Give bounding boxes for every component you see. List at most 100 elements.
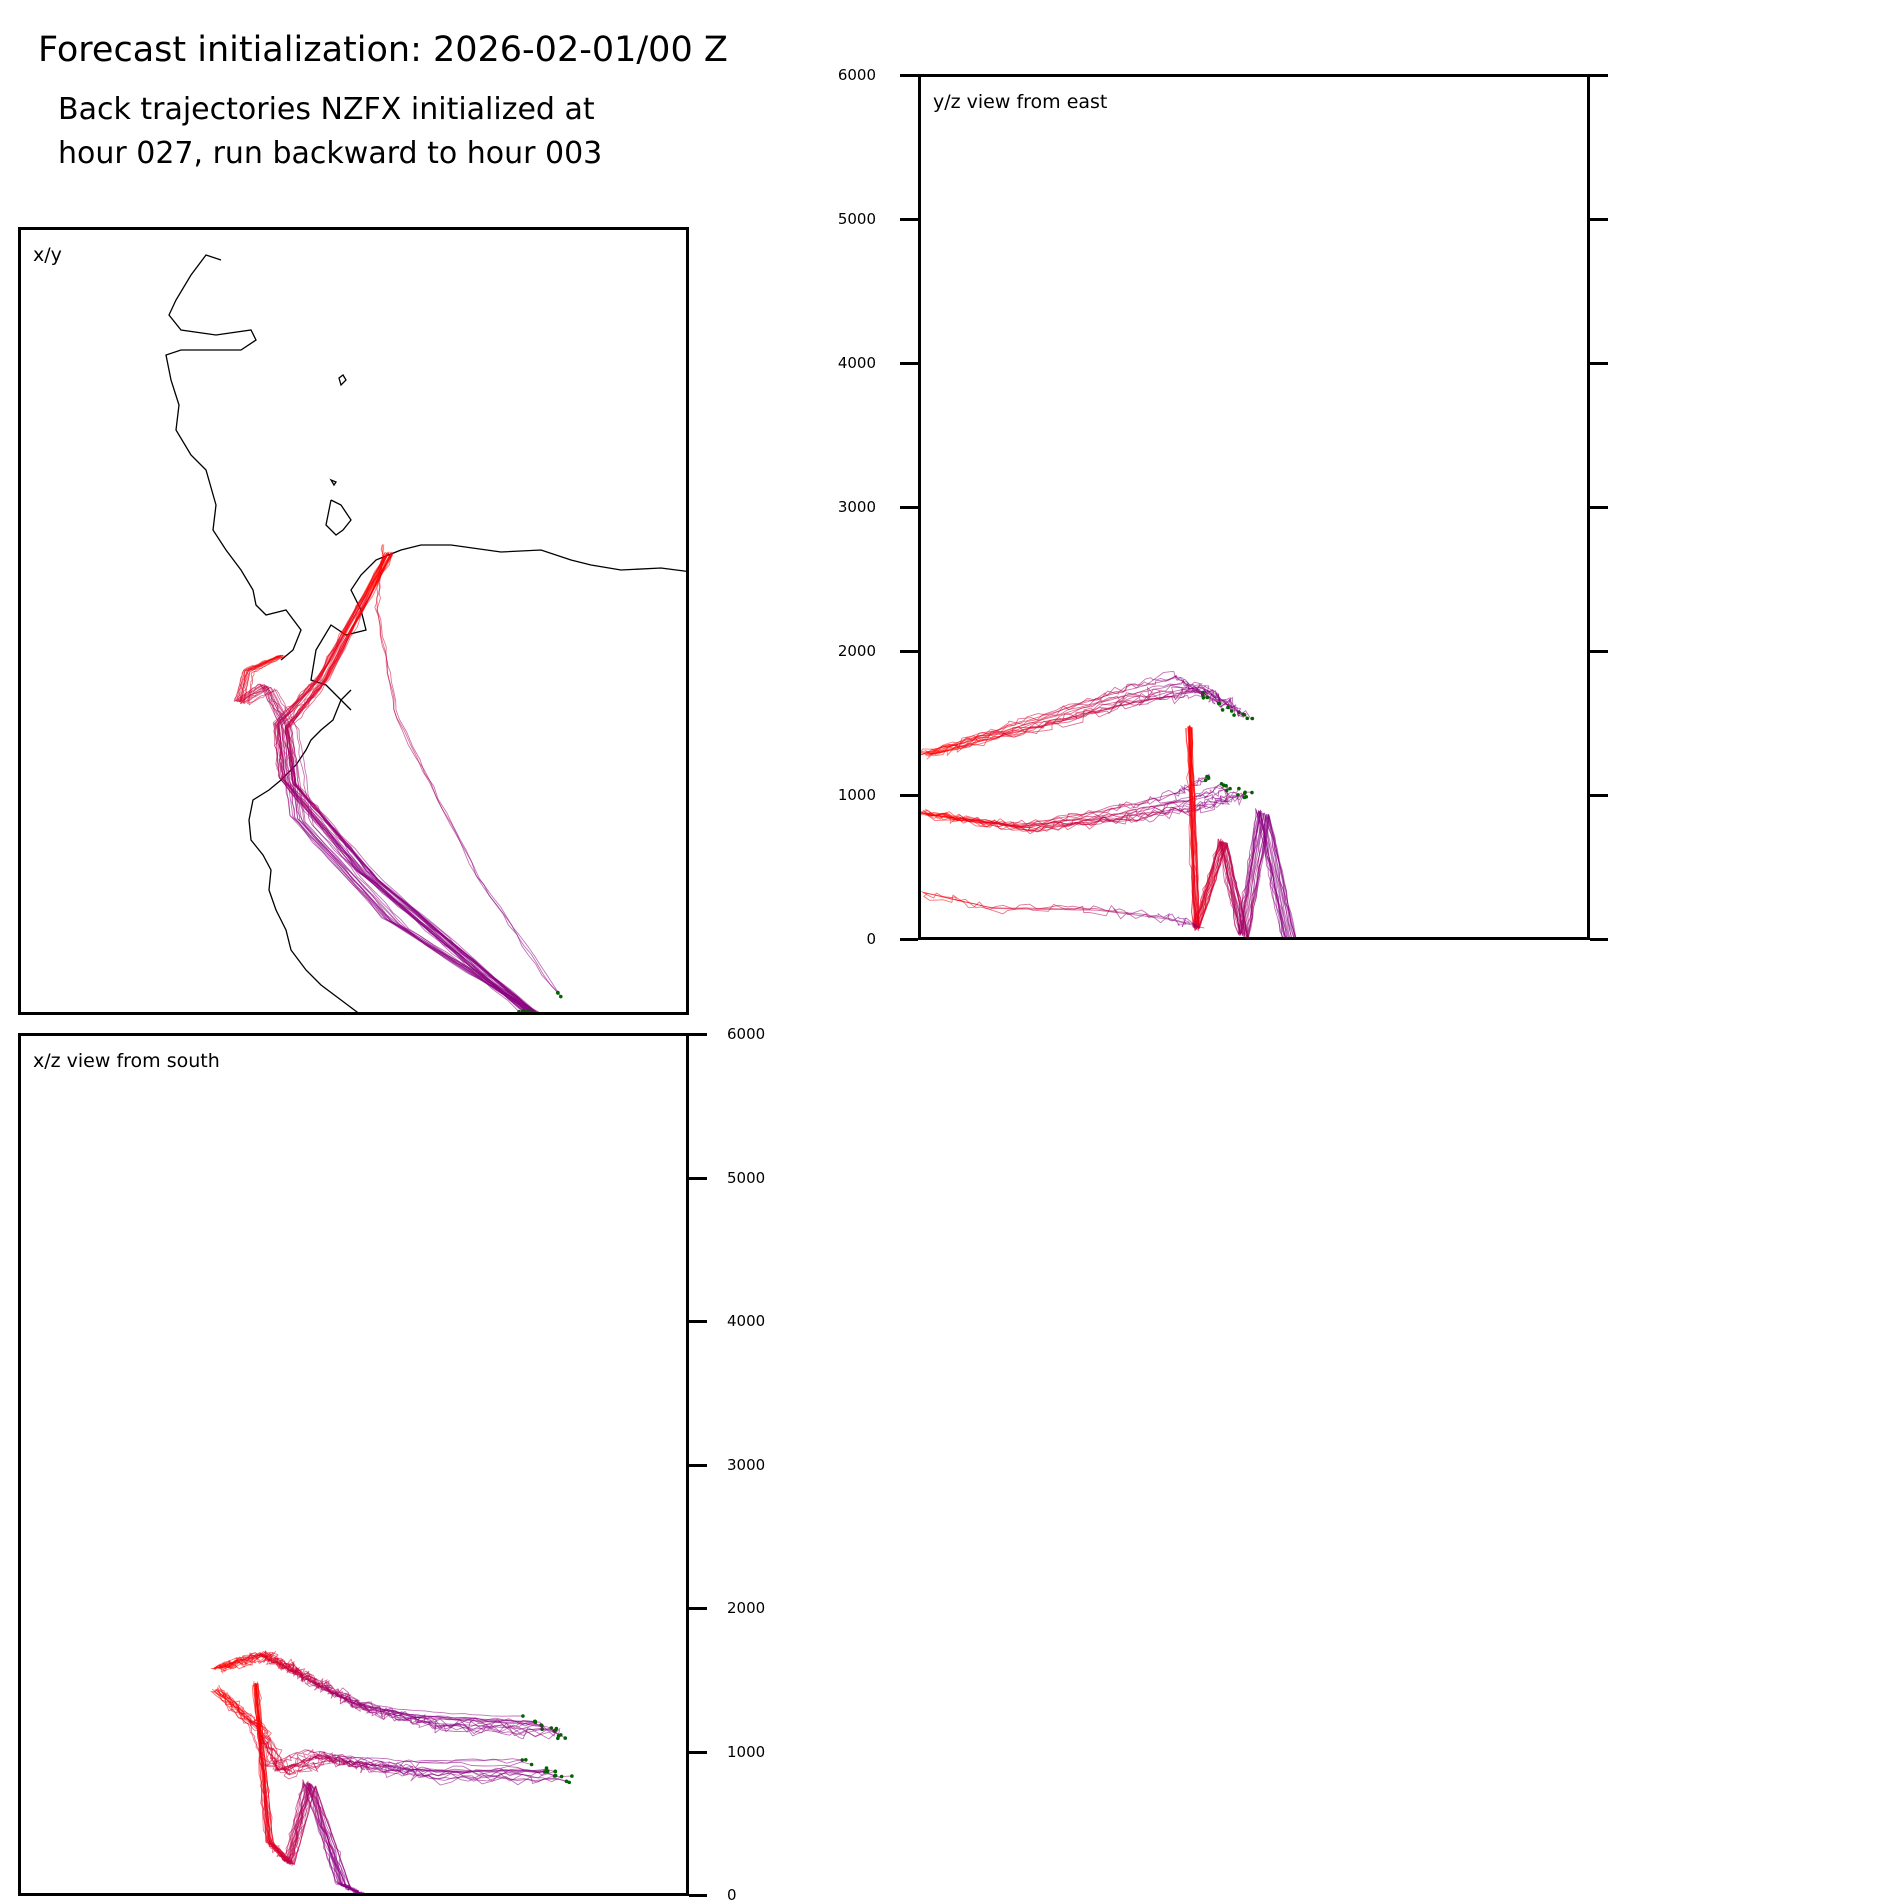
y-tick (1590, 74, 1608, 77)
xy-trajectory-line (476, 875, 504, 915)
xy-trajectory-endpoint (530, 1013, 534, 1015)
xy-trajectory-line (503, 914, 529, 956)
coastline (166, 255, 689, 1015)
y-tick-label: 1000 (727, 1743, 765, 1761)
y-tick (689, 1894, 707, 1897)
trajectory-endpoint (1221, 708, 1225, 712)
xy-trajectory-line (477, 877, 503, 914)
y-tick (1590, 218, 1608, 221)
yz-trajectories (921, 77, 1590, 940)
trajectory-endpoint (563, 1736, 567, 1740)
trajectory-line (943, 897, 965, 901)
trajectory-endpoint (521, 1714, 525, 1718)
y-tick (689, 1033, 707, 1036)
trajectory-endpoint (1202, 696, 1206, 700)
y-tick (900, 218, 918, 221)
y-tick-label: 0 (832, 930, 876, 948)
xy-trajectory-endpoint (526, 1012, 530, 1015)
trajectory-endpoint (1250, 791, 1254, 795)
y-tick-label: 4000 (727, 1312, 765, 1330)
y-tick (1590, 362, 1608, 365)
xy-trajectory-line (322, 637, 344, 680)
trajectory-line (1269, 814, 1278, 858)
y-tick-label: 4000 (832, 354, 876, 372)
trajectory-endpoint (524, 1758, 528, 1762)
trajectory-endpoint (544, 1769, 548, 1773)
trajectory-endpoint (533, 1720, 537, 1724)
trajectory-line (365, 1895, 373, 1896)
y-tick (689, 1177, 707, 1180)
trajectory-line (361, 1893, 369, 1896)
y-tick (900, 74, 918, 77)
y-tick (900, 650, 918, 653)
trajectory-endpoint (1237, 787, 1241, 791)
y-tick (1590, 650, 1608, 653)
xy-trajectory-line (504, 915, 531, 954)
y-tick-label: 2000 (832, 642, 876, 660)
xy-trajectory-line (297, 729, 300, 760)
trajectory-line (1134, 797, 1152, 808)
trajectory-line (360, 1894, 369, 1896)
trajectory-line (364, 1896, 373, 1897)
y-tick (900, 362, 918, 365)
trajectory-line (359, 1893, 366, 1896)
xz-panel: x/z view from south (18, 1033, 689, 1896)
trajectory-endpoint (1228, 787, 1232, 791)
trajectory-endpoint (530, 1763, 534, 1767)
y-tick-label: 3000 (832, 498, 876, 516)
xy-trajectory-endpoint (559, 995, 563, 999)
trajectory-line (383, 1759, 405, 1762)
trajectory-line (360, 1893, 369, 1896)
y-tick-label: 6000 (727, 1025, 765, 1043)
xy-trajectory-line (302, 821, 331, 854)
trajectory-endpoint (565, 1780, 569, 1784)
xy-trajectory-endpoint (536, 1013, 540, 1015)
y-tick (689, 1320, 707, 1323)
y-tick (689, 1464, 707, 1467)
trajectory-line (359, 1893, 369, 1897)
subtitle-line-2: hour 027, run backward to hour 003 (58, 132, 602, 176)
trajectory-line (358, 1893, 367, 1896)
xy-trajectory-line (451, 824, 477, 878)
xy-trajectory-endpoint (526, 1012, 530, 1015)
trajectory-line (404, 1710, 442, 1713)
trajectory-endpoint (1205, 775, 1209, 779)
trajectory-endpoint (554, 1774, 558, 1778)
trajectory-line (362, 1758, 383, 1759)
subtitle-line-1: Back trajectories NZFX initialized at (58, 88, 602, 132)
trajectory-endpoint (1220, 782, 1224, 786)
figure-subtitle: Back trajectories NZFX initialized at ho… (58, 88, 602, 176)
xy-trajectory-endpoint (537, 1013, 541, 1015)
y-tick-label: 5000 (727, 1169, 765, 1187)
trajectory-line (493, 1762, 532, 1766)
y-tick (689, 1607, 707, 1610)
y-tick (900, 506, 918, 509)
xy-panel-label: x/y (33, 244, 62, 266)
yz-panel: y/z view from east (918, 74, 1590, 940)
xy-trajectory-line (485, 982, 534, 1014)
xy-trajectory-endpoint (533, 1012, 537, 1015)
y-tick (1590, 506, 1608, 509)
xy-panel: x/y (18, 227, 689, 1015)
trajectory-endpoint (1204, 778, 1208, 782)
y-tick-label: 5000 (832, 210, 876, 228)
xy-trajectory-endpoint (556, 991, 560, 995)
trajectory-endpoint (1232, 713, 1236, 717)
xy-trajectory-line (507, 917, 536, 957)
trajectory-line (453, 1763, 493, 1767)
xy-trajectory-endpoint (528, 1012, 532, 1015)
trajectory-line (362, 1892, 369, 1896)
y-tick (1590, 794, 1608, 797)
xy-trajectory-endpoint (517, 1010, 521, 1014)
trajectory-endpoint (1243, 792, 1247, 796)
figure-title: Forecast initialization: 2026-02-01/00 Z (38, 30, 728, 70)
trajectory-endpoint (557, 1734, 561, 1738)
xy-trajectory-endpoint (527, 1012, 531, 1015)
yz-panel-label: y/z view from east (933, 91, 1107, 113)
xy-trajectory-endpoint (529, 1013, 533, 1015)
trajectory-line (361, 1895, 370, 1896)
xy-trajectory-line (531, 954, 558, 993)
trajectory-endpoint (1245, 717, 1249, 721)
trajectory-line (362, 1893, 368, 1896)
y-tick (900, 938, 918, 941)
